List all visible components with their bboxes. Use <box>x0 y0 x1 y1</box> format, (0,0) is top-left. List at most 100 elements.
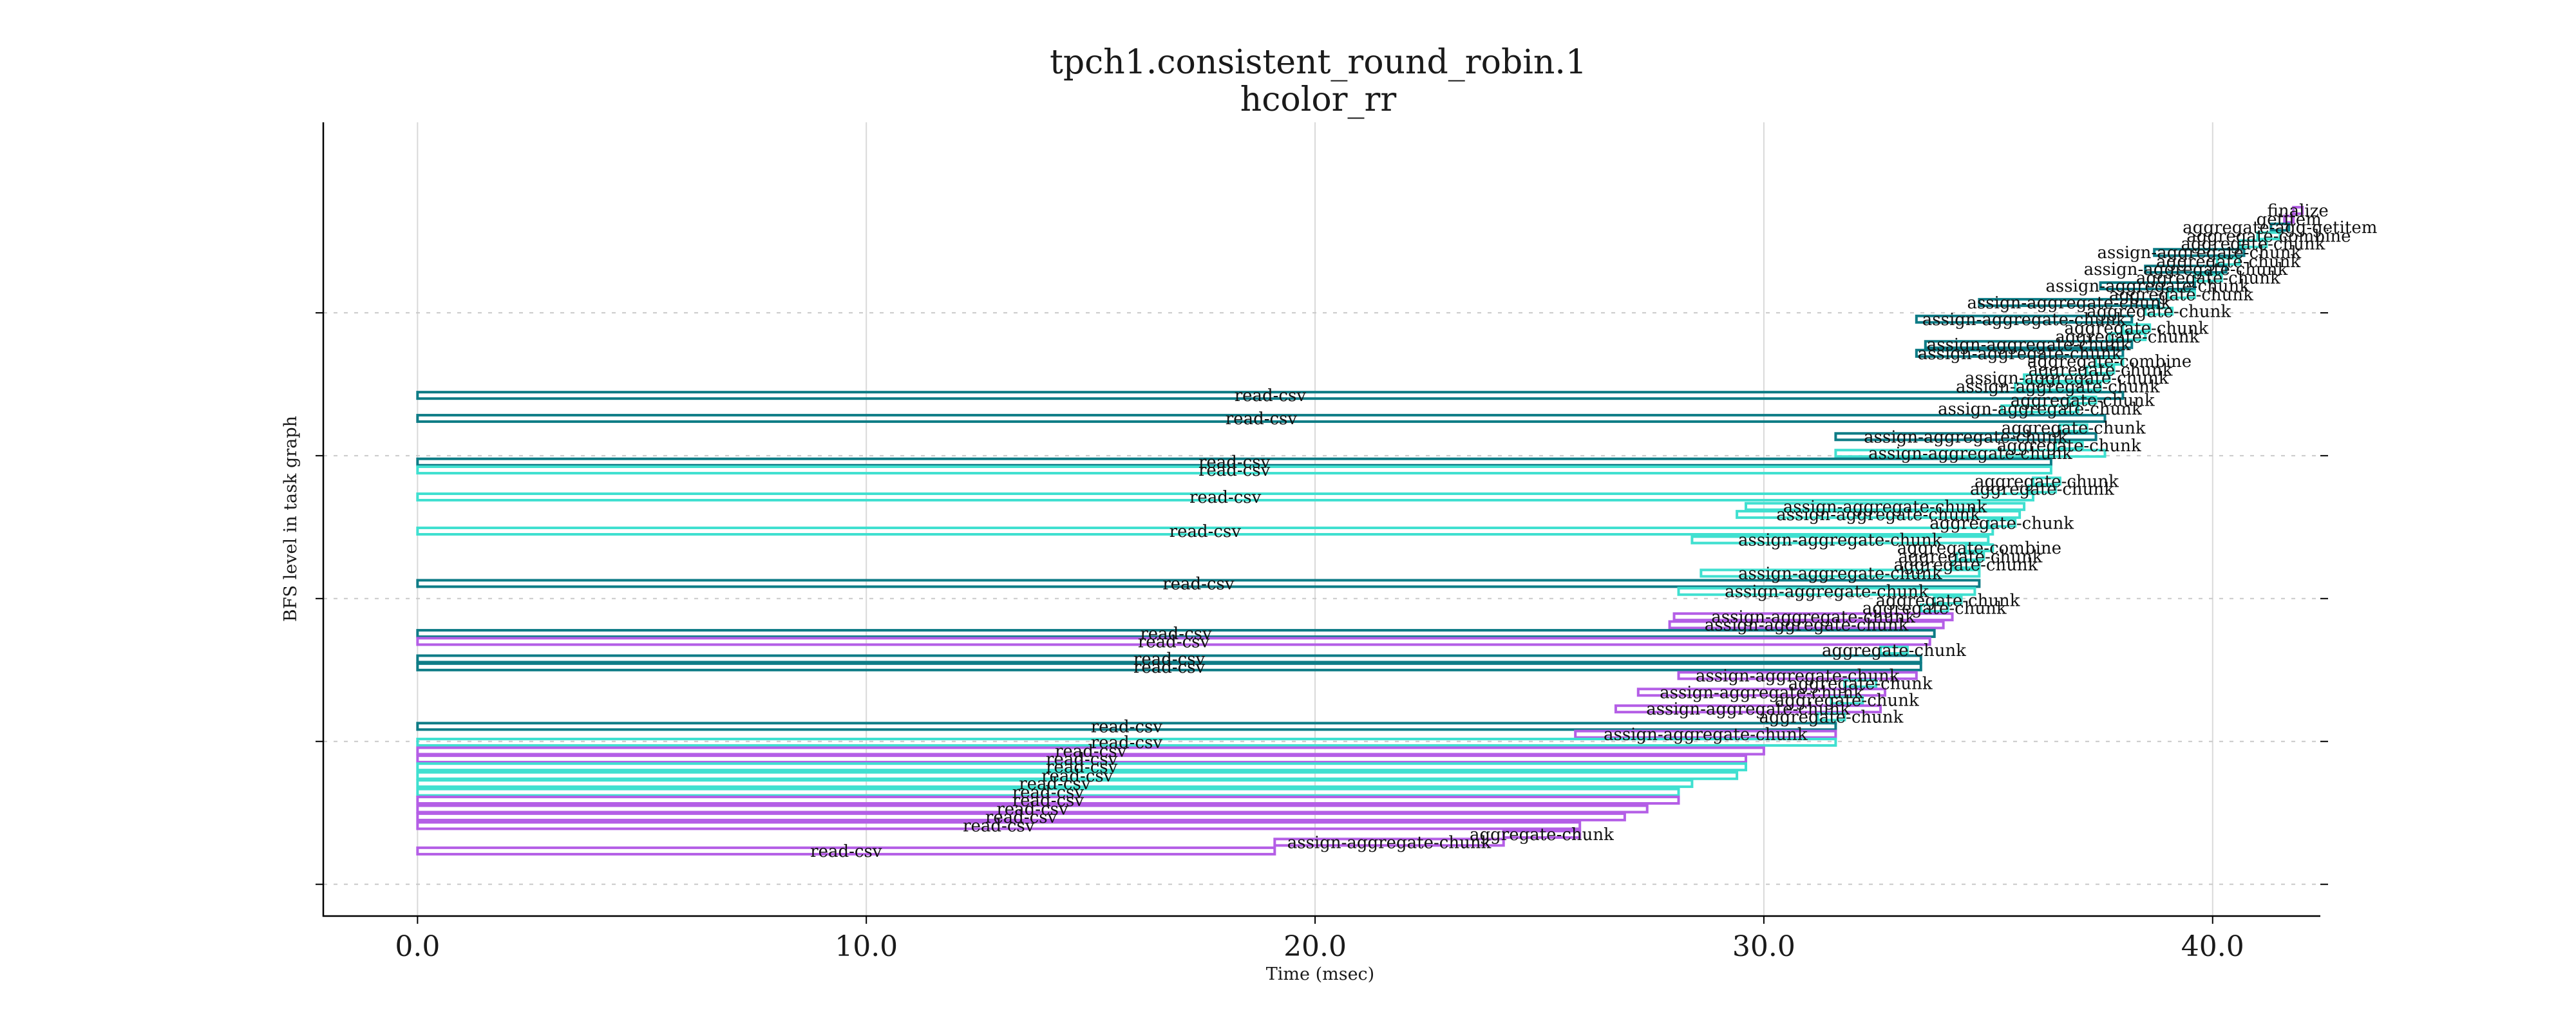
task-label: aggregate-chunk <box>1929 514 2074 534</box>
task-label: aggregate-chunk <box>1759 708 1903 727</box>
task-label: assign-aggregate-chunk <box>1868 444 2072 464</box>
x-tick-label: 10.0 <box>835 930 898 963</box>
task-bar-aggregate-chunk <box>2238 239 2268 248</box>
task-bar-aggregate-chunk <box>2032 476 2061 486</box>
task-bar-aggregate-chunk <box>2085 365 2116 375</box>
task-label: aggregate-chunk <box>1822 641 1966 660</box>
task-label: aggregate-chunk <box>1970 480 2114 500</box>
task-label: aggregate-chunk <box>2055 328 2199 347</box>
task-bar-aggregate-chunk <box>2067 395 2098 405</box>
task-label: assign-aggregate-chunk <box>1864 427 2068 447</box>
task-bar-assign-aggregate-chunk <box>1978 297 2161 307</box>
task-bar-assign-aggregate-chunk <box>2014 382 2102 391</box>
task-label: read-csv <box>1138 632 1210 651</box>
task-bar-aggregate-chunk <box>1955 552 1985 561</box>
task-label: aggregate-chunk <box>1997 436 2141 456</box>
task-label: assign-aggregate-chunk <box>1738 531 1942 550</box>
task-label: assign-aggregate-chunk <box>1725 583 1929 602</box>
task-bar-assign-aggregate-chunk <box>1636 688 1887 697</box>
task-bar-assign-aggregate-chunk <box>2144 265 2228 274</box>
task-bar-read-csv <box>416 654 1922 664</box>
task-bar-read-csv <box>416 787 1680 797</box>
task-label: aggregate-combine <box>1897 539 2061 558</box>
task-bar-assign-aggregate-chunk <box>2153 248 2246 258</box>
task-bar-finalize <box>2292 205 2304 215</box>
task-bar-read-csv <box>416 457 2052 467</box>
task-labels: finalizegetitemaggregate-agg-getitemaggr… <box>810 201 2377 861</box>
task-bar-aggregate-chunk <box>1830 695 1864 705</box>
task-label: read-csv <box>1012 783 1084 803</box>
task-bar-read-csv <box>416 413 2107 423</box>
task-bar-assign-aggregate-chunk <box>1690 535 1990 545</box>
x-tick-label: 40.0 <box>2181 930 2244 963</box>
task-bar-read-csv <box>416 804 1649 814</box>
task-label: read-csv <box>996 800 1068 819</box>
x-tick-label: 0.0 <box>395 930 440 963</box>
task-label: aggregate-agg-getitem <box>2183 218 2377 238</box>
task-bar-read-csv <box>416 795 1680 805</box>
task-bar-read-csv <box>416 737 1837 747</box>
y-ticks <box>316 312 2328 885</box>
task-bar-read-csv <box>416 771 1739 780</box>
task-label: assign-aggregate-chunk <box>1660 683 1864 702</box>
task-label: aggregate-chunk <box>2181 235 2325 254</box>
task-label: read-csv <box>963 816 1035 836</box>
task-bar-assign-aggregate-chunk <box>1834 432 2098 442</box>
task-bar-aggregate-chunk <box>2215 256 2241 266</box>
task-bar-aggregate-chunk <box>1843 679 1878 688</box>
task-bar-assign-aggregate-chunk <box>1677 586 1976 596</box>
task-label: read-csv <box>1133 658 1206 677</box>
task-label: assign-aggregate-chunk <box>2045 277 2249 296</box>
task-bar-aggregate-agg-getitem <box>2269 222 2291 232</box>
task-bar-assign-aggregate-chunk <box>2023 373 2111 383</box>
task-bars <box>416 205 2304 856</box>
task-bar-read-csv <box>416 779 1694 789</box>
task-bar-read-csv <box>416 846 1276 856</box>
task-label: read-csv <box>1041 767 1113 786</box>
task-label: assign-aggregate-chunk <box>1965 369 2169 388</box>
task-label: aggregate-combine <box>2027 352 2192 371</box>
task-label: read-csv <box>1198 461 1271 480</box>
task-label: aggregate-chunk <box>1788 675 1933 694</box>
task-bar-assign-aggregate-chunk <box>1614 704 1882 714</box>
task-bar-assign-aggregate-chunk <box>1736 510 2022 520</box>
task-bar-assign-aggregate-chunk <box>1915 348 2125 358</box>
task-label: assign-aggregate-chunk <box>1604 726 1808 745</box>
task-label: assign-aggregate-chunk <box>1967 294 2171 313</box>
task-label: assign-aggregate-chunk <box>1776 505 1980 525</box>
task-bar-read-csv <box>416 812 1626 821</box>
task-label: assign-aggregate-chunk <box>1938 400 2142 419</box>
task-label: aggregate-combine <box>2186 227 2351 246</box>
task-label: aggregate-chunk <box>1862 599 2007 619</box>
task-label: read-csv <box>985 808 1057 827</box>
task-label: read-csv <box>1140 624 1212 644</box>
task-label: read-csv <box>1198 453 1271 473</box>
task-label: assign-aggregate-chunk <box>1918 344 2122 364</box>
task-label: read-csv <box>1046 758 1118 777</box>
task-label: finalize <box>2268 201 2329 221</box>
task-label: read-csv <box>810 842 882 861</box>
task-label: read-csv <box>1235 386 1307 406</box>
task-bar-aggregate-chunk <box>1951 559 1981 569</box>
task-label: getitem <box>2257 210 2322 229</box>
task-label: aggregate-chunk <box>2109 286 2253 305</box>
axes <box>322 122 2320 917</box>
task-bar-assign-aggregate-chunk <box>1834 449 2107 458</box>
task-label: aggregate-chunk <box>1975 472 2119 491</box>
task-label: assign-aggregate-chunk <box>1927 335 2131 355</box>
task-label: read-csv <box>1046 750 1118 769</box>
task-bar-aggregate-combine <box>2256 231 2282 241</box>
task-label: assign-aggregate-chunk <box>1922 310 2126 330</box>
task-bar-aggregate-chunk <box>2058 423 2088 433</box>
task-bar-aggregate-chunk <box>2166 290 2196 299</box>
task-bar-aggregate-chunk <box>1816 712 1846 722</box>
task-bar-assign-aggregate-chunk <box>2000 404 2079 414</box>
task-label: aggregate-chunk <box>1775 691 1919 711</box>
task-bar-aggregate-chunk <box>2054 440 2084 450</box>
task-label: aggregate-chunk <box>2002 419 2146 438</box>
task-bar-aggregate-chunk <box>1987 518 2017 528</box>
task-bar-aggregate-chunk <box>1502 830 1582 839</box>
task-bar-read-csv <box>416 465 2052 475</box>
chart-title: tpch1.consistent_round_robin.1 <box>1050 43 1587 82</box>
task-label: aggregate-chunk <box>2156 252 2300 272</box>
